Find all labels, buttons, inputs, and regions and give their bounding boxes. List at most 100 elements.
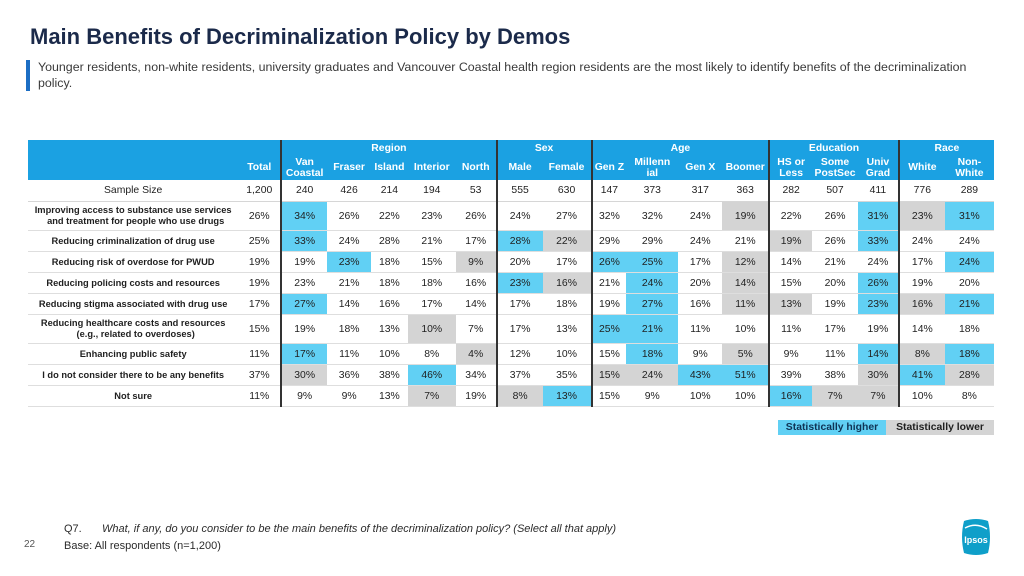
table-cell: 10% [722, 314, 771, 344]
row-label: Reducing healthcare costs and resources(… [28, 314, 239, 344]
page-number: 22 [24, 539, 36, 550]
row-label-line2: and treatment for people who use drugs [47, 216, 225, 226]
table-cell: 21% [944, 293, 994, 315]
sample-cell: 147 [591, 180, 627, 202]
table-cell: 18% [542, 293, 593, 315]
table-cell: 11% [812, 343, 859, 365]
table-cell: 9% [281, 385, 328, 407]
table-row: Reducing policing costs and resources 19… [28, 272, 994, 294]
table-cell: 21% [812, 251, 859, 273]
table-cell: 37% [496, 364, 543, 386]
table-cell: 23% [281, 272, 328, 294]
table-cell: 34% [281, 201, 328, 231]
table-cell: 11% [327, 343, 372, 365]
demographics-table: Region Sex Age Education Race Total Van C… [28, 140, 994, 407]
table-cell: 12% [496, 343, 543, 365]
col-male: Male [496, 157, 543, 180]
column-header-row: Total Van Coastal Fraser Island Interior … [28, 157, 994, 180]
table-cell: 33% [858, 230, 900, 252]
table-cell: 24% [678, 201, 723, 231]
page-subtitle: Younger residents, non-white residents, … [38, 60, 967, 90]
table-cell: 32% [626, 201, 679, 231]
table-cell: 18% [944, 343, 994, 365]
col-hs-or-less: HS or Less [769, 157, 813, 180]
table-cell: 23% [407, 201, 456, 231]
table-cell: 21% [407, 230, 456, 252]
table-cell: 26% [812, 201, 859, 231]
row-label-line1: Reducing healthcare costs and resources [40, 318, 226, 328]
table-cell: 25% [626, 251, 679, 273]
table-cell: 26% [591, 251, 627, 273]
table-cell: 16% [542, 272, 593, 294]
table-cell: 29% [591, 230, 627, 252]
table-cell: 19% [812, 293, 859, 315]
table-cell: 21% [327, 272, 372, 294]
sample-cell: 282 [769, 180, 813, 202]
col-millennial-line1: Millenn [634, 157, 671, 168]
table-cell: 24% [944, 251, 994, 273]
table-cell: 26% [327, 201, 372, 231]
table-cell: 26% [858, 272, 900, 294]
table-cell: 21% [591, 272, 627, 294]
table-cell: 19% [591, 293, 627, 315]
col-hs-line1: HS or [777, 157, 805, 168]
table-cell: 13% [371, 385, 408, 407]
table-cell: 33% [281, 230, 328, 252]
sample-cell: 317 [678, 180, 723, 202]
table-cell: 21% [626, 314, 679, 344]
sample-cell: 240 [281, 180, 328, 202]
table-cell: 24% [944, 230, 994, 252]
table-cell: 19% [455, 385, 498, 407]
sample-cell: 1,200 [238, 180, 283, 202]
table-cell: 10% [722, 385, 771, 407]
table-cell: 12% [722, 251, 771, 273]
table-cell: 11% [678, 314, 723, 344]
row-label-line2: (e.g., related to overdoses) [76, 329, 195, 339]
table-cell: 20% [496, 251, 543, 273]
row-label: Reducing policing costs and resources [28, 272, 239, 294]
table-cell: 18% [407, 272, 456, 294]
col-total: Total [238, 157, 283, 180]
table-cell: 19% [238, 251, 283, 273]
table-cell: 14% [327, 293, 372, 315]
table-cell: 14% [769, 251, 813, 273]
sample-cell: 411 [858, 180, 900, 202]
legend-statistically-higher: Statistically higher [778, 420, 886, 435]
table-cell: 7% [858, 385, 900, 407]
ipsos-logo-text: Ipsos [964, 535, 988, 545]
group-race: Race [898, 140, 994, 157]
table-cell: 24% [496, 201, 543, 231]
table-row: Enhancing public safety 11% 17% 11% 10% … [28, 343, 994, 365]
table-cell: 23% [858, 293, 900, 315]
table-row: Reducing stigma associated with drug use… [28, 293, 994, 315]
table-cell: 18% [944, 314, 994, 344]
table-cell: 8% [944, 385, 994, 407]
table-cell: 10% [898, 385, 945, 407]
col-van-coastal-line1: Van [295, 157, 314, 168]
row-label: Improving access to substance use servic… [28, 201, 239, 231]
group-header-row: Region Sex Age Education Race [28, 140, 994, 157]
table-cell: 10% [542, 343, 593, 365]
table-cell: 19% [898, 272, 945, 294]
col-van-coastal-line2: Coastal [285, 167, 324, 179]
table-cell: 17% [898, 251, 945, 273]
table-cell: 30% [281, 364, 328, 386]
table-cell: 7% [407, 385, 456, 407]
col-univ-line2: Grad [865, 167, 891, 179]
table-row: I do not consider there to be any benefi… [28, 364, 994, 386]
table-cell: 19% [722, 201, 771, 231]
table-cell: 10% [407, 314, 456, 344]
header-blank [28, 140, 239, 157]
table-cell: 16% [678, 293, 723, 315]
table-cell: 9% [626, 385, 679, 407]
question-number: Q7. [64, 523, 82, 535]
table-cell: 18% [371, 272, 408, 294]
col-gen-x: Gen X [678, 157, 723, 180]
table-row: Improving access to substance use servic… [28, 201, 994, 231]
table-cell: 7% [812, 385, 859, 407]
sample-size-label: Sample Size [28, 180, 239, 202]
ipsos-logo-shape [962, 519, 990, 555]
table-cell: 18% [371, 251, 408, 273]
table-cell: 22% [769, 201, 813, 231]
table-cell: 8% [407, 343, 456, 365]
